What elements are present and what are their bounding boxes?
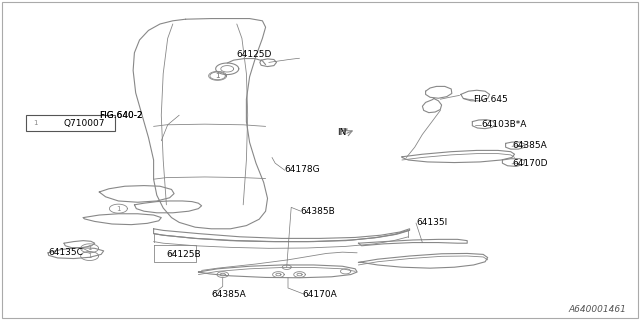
Text: FIG.640-2: FIG.640-2 (99, 111, 143, 120)
Text: 64385B: 64385B (301, 207, 335, 216)
Text: 1: 1 (215, 73, 220, 79)
Text: 64170D: 64170D (512, 159, 547, 168)
Text: 64125B: 64125B (166, 250, 201, 259)
Text: FIG.640-2: FIG.640-2 (99, 111, 143, 120)
Text: 64125D: 64125D (237, 50, 272, 59)
Text: 64385A: 64385A (211, 290, 246, 299)
Text: Q710007: Q710007 (64, 119, 106, 128)
Text: 64170A: 64170A (302, 290, 337, 299)
Text: FIG.645: FIG.645 (474, 95, 508, 104)
Text: 64135C: 64135C (48, 248, 83, 257)
Text: 64135I: 64135I (416, 218, 447, 227)
Text: 1: 1 (87, 245, 92, 251)
Text: 64178G: 64178G (285, 165, 321, 174)
FancyBboxPatch shape (26, 115, 115, 131)
Text: 64103B*A: 64103B*A (481, 120, 527, 129)
Text: 64385A: 64385A (512, 141, 547, 150)
Text: 1: 1 (116, 206, 121, 212)
Text: 1: 1 (215, 73, 220, 79)
Text: 1: 1 (33, 120, 38, 126)
Text: IN: IN (337, 128, 347, 137)
Text: A640001461: A640001461 (568, 305, 626, 314)
Text: 1: 1 (87, 253, 92, 259)
